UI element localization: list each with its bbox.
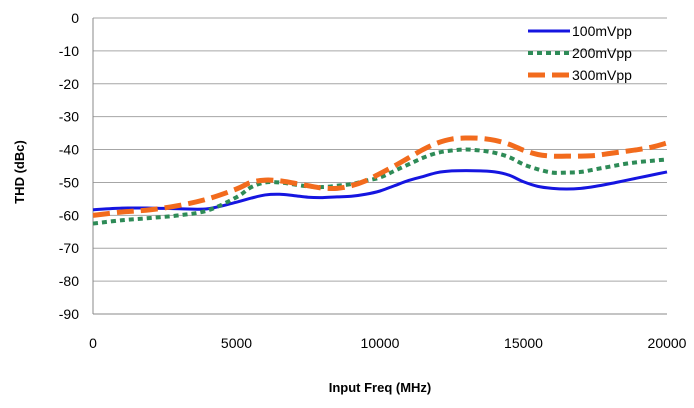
x-tick-label: 5000 bbox=[221, 335, 252, 351]
legend-label-300mVpp: 300mVpp bbox=[572, 67, 632, 83]
y-tick-label: -40 bbox=[59, 142, 79, 158]
x-tick-label: 15000 bbox=[504, 335, 543, 351]
y-tick-label: -80 bbox=[59, 273, 79, 289]
y-tick-label: 0 bbox=[71, 10, 79, 26]
grid-layer bbox=[93, 17, 667, 315]
legend-label-100mVpp: 100mVpp bbox=[572, 23, 632, 39]
y-tick-label: -60 bbox=[59, 207, 79, 223]
y-tick-label: -90 bbox=[59, 306, 79, 322]
series-layer bbox=[92, 135, 668, 226]
x-axis-title: Input Freq (MHz) bbox=[329, 380, 432, 395]
series-line-200mVpp bbox=[92, 147, 668, 226]
legend-label-200mVpp: 200mVpp bbox=[572, 45, 632, 61]
series-line-300mVpp bbox=[92, 135, 668, 218]
x-tick-label: 20000 bbox=[648, 335, 687, 351]
series-line-100mVpp bbox=[92, 169, 668, 212]
y-tick-label: -50 bbox=[59, 174, 79, 190]
y-tick-label: -30 bbox=[59, 109, 79, 125]
x-tick-label: 10000 bbox=[361, 335, 400, 351]
x-tick-label: 0 bbox=[89, 335, 97, 351]
axis-layer: 0 -10 -20 -30 -40 -50 -60 -70 -80 -90 0 5000 10000 15… bbox=[59, 10, 687, 351]
y-tick-label: -70 bbox=[59, 240, 79, 256]
legend: 100mVpp 200mVpp 300mVpp bbox=[528, 23, 632, 83]
y-tick-label: -20 bbox=[59, 76, 79, 92]
y-tick-label: -10 bbox=[59, 43, 79, 59]
y-axis-title: THD (dBc) bbox=[12, 140, 27, 204]
